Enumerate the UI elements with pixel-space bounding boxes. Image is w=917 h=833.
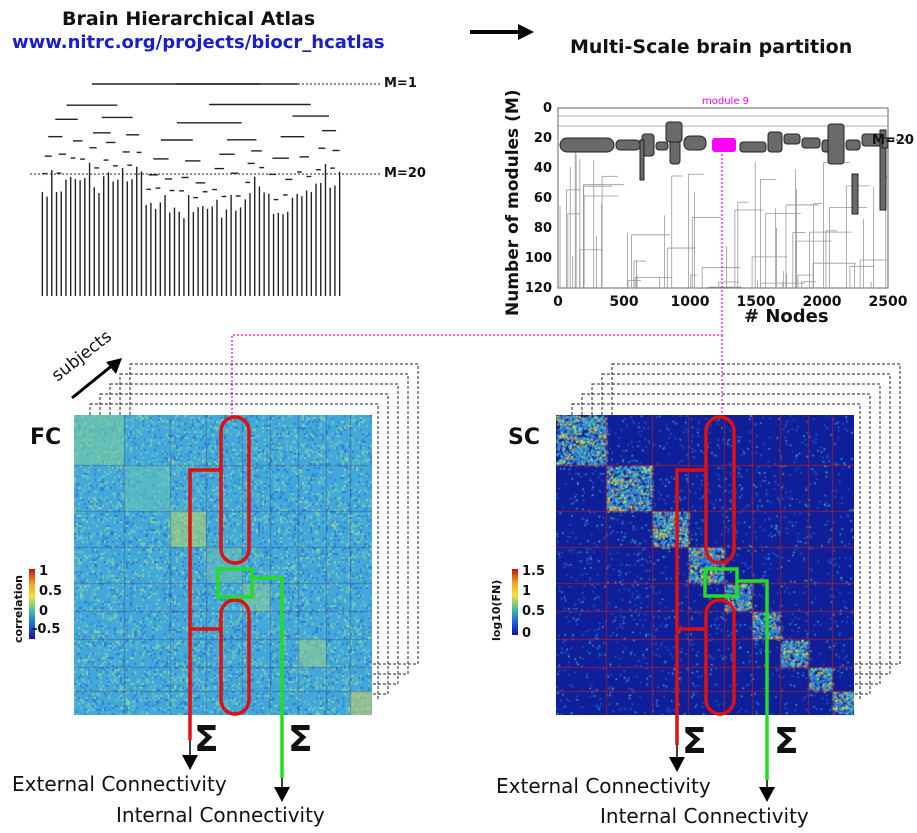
partition-xtick: 1000 [671,294,710,310]
partition-ytick: 0 [543,101,552,116]
right-arrow-icon [470,24,534,40]
partition-ytick: 60 [534,191,552,206]
sc-colorbar: log10(FN) 1.5 1 0.5 0 [490,565,554,645]
sc-label: SC [508,425,540,450]
fc-external-sum-icon: Σ [194,719,219,760]
sc-tick-1: 1.5 [522,564,546,579]
sc-external-label: External Connectivity [496,774,711,798]
partition-chart: 0 20 40 60 80 100 120 0 500 1000 1500 2000 2500 [526,101,908,310]
partition-xtick: 0 [553,294,563,310]
partition-xtick: 2000 [803,294,842,310]
dendrogram [30,83,380,296]
sc-internal-sum-icon: Σ [774,721,799,762]
partition-ytick: 20 [534,131,552,146]
sc-tick-4: 0 [522,626,532,641]
partition-title: Multi-Scale brain partition [570,36,853,58]
fc-tick-3: 0 [39,604,49,619]
atlas-url[interactable]: www.nitrc.org/projects/biocr_hcatlas [12,32,385,53]
sc-external-arrow-icon [669,757,685,772]
fc-internal-box [216,567,254,599]
sc-tick-2: 1 [522,584,532,599]
fc-matrix [74,415,372,715]
fc-tick-4: -0.5 [32,622,61,637]
fc-external-label: External Connectivity [12,772,227,796]
sc-external-oval-top [704,415,736,565]
sc-external-path [675,468,706,745]
fc-tick-2: 0.5 [39,584,63,599]
fc-internal-path [252,576,284,778]
module-9-highlight [712,138,736,152]
partition-xtick: 2500 [869,294,908,310]
sc-colorbar-gradient [512,569,518,635]
sc-external-oval-bottom [704,598,736,716]
fc-colorbar: correlation 1 0.5 0 -0.5 [12,565,72,645]
sc-tick-3: 0.5 [522,604,546,619]
fc-colorbar-gradient [29,569,35,639]
sc-external-sum-icon: Σ [682,721,707,762]
level-m1-label: M=1 [384,76,417,91]
sc-internal-box [703,567,739,598]
fc-internal-label: Internal Connectivity [116,803,325,827]
fc-external-oval-top [219,415,251,565]
subjects-arrow-icon [71,358,122,400]
fc-external-path [188,468,221,740]
partition-xtick: 500 [609,294,638,310]
atlas-title: Brain Hierarchical Atlas [62,8,316,30]
sc-internal-path [737,579,769,780]
partition-ytick: 100 [526,251,552,266]
partition-ytick: 120 [526,281,552,296]
fc-external-arrow-icon [182,755,198,770]
fc-internal-sum-icon: Σ [288,719,313,760]
fc-internal-arrow-icon [274,787,290,802]
partition-ytick: 40 [534,161,552,176]
module-label: module 9 [702,96,750,107]
fc-tick-1: 1 [39,564,49,579]
fc-label: FC [30,425,62,450]
partition-xtick: 1500 [737,294,776,310]
partition-level-label: M=20 [872,133,914,148]
fc-external-oval-bottom [219,598,251,716]
partition-xlabel: # Nodes [744,306,829,327]
sc-internal-arrow-icon [759,787,775,802]
partition-ytick: 80 [534,221,552,236]
sc-internal-label: Internal Connectivity [600,804,809,828]
level-m20-label: M=20 [384,166,426,181]
